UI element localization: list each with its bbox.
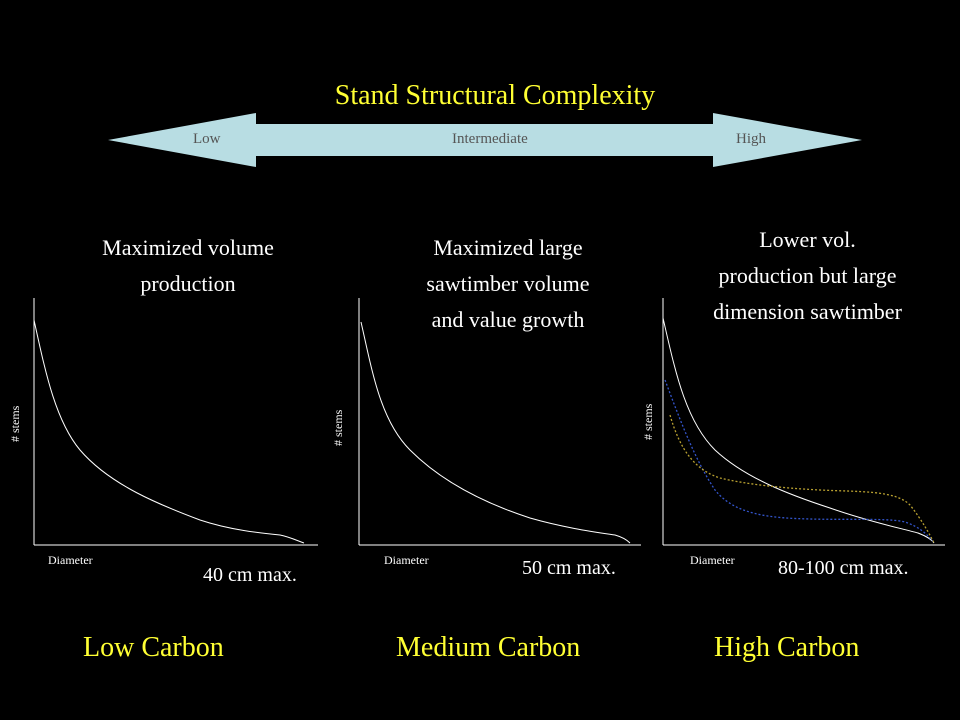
description-line: sawtimber volume <box>426 271 590 296</box>
arrow-label-low: Low <box>193 131 221 147</box>
panel-high-carbon-label: High Carbon <box>714 632 860 663</box>
panel-medium-carbon-label: Medium Carbon <box>396 632 581 663</box>
arrow-shape <box>108 113 862 167</box>
panel-medium-description: Maximized large sawtimber volume and val… <box>378 230 638 338</box>
diameter-distribution-curve <box>360 321 631 544</box>
panel-high-xlabel: Diameter <box>690 553 735 567</box>
diameter-distribution-curve <box>33 319 305 544</box>
description-line: and value growth <box>431 307 585 332</box>
panel-low-description: Maximized volume production <box>58 230 318 302</box>
panel-high-max-label: 80-100 cm max. <box>778 557 909 579</box>
panel-low-max-label: 40 cm max. <box>203 564 297 586</box>
page-title: Stand Structural Complexity <box>334 80 656 111</box>
description-line: production <box>140 271 236 296</box>
panel-low-xlabel: Diameter <box>48 553 93 567</box>
panel-medium-xlabel: Diameter <box>384 553 429 567</box>
arrow-label-intermediate: Intermediate <box>452 131 528 147</box>
description-line: Maximized volume <box>102 235 274 260</box>
diameter-distribution-curve-blue <box>664 379 935 544</box>
diameter-distribution-curve-white <box>662 317 935 544</box>
complexity-double-arrow <box>108 113 862 167</box>
description-line: dimension sawtimber <box>713 299 902 324</box>
panel-medium-max-label: 50 cm max. <box>522 557 616 579</box>
description-line: Maximized large <box>433 235 583 260</box>
panel-low-carbon-label: Low Carbon <box>83 632 224 663</box>
panel-high-ylabel: # stems <box>641 403 655 440</box>
panel-high-description: Lower vol. production but large dimensio… <box>675 222 940 330</box>
arrow-label-high: High <box>736 131 766 147</box>
diameter-distribution-curve-gold <box>669 414 935 544</box>
description-line: production but large <box>718 263 897 288</box>
description-line: Lower vol. <box>759 227 856 252</box>
